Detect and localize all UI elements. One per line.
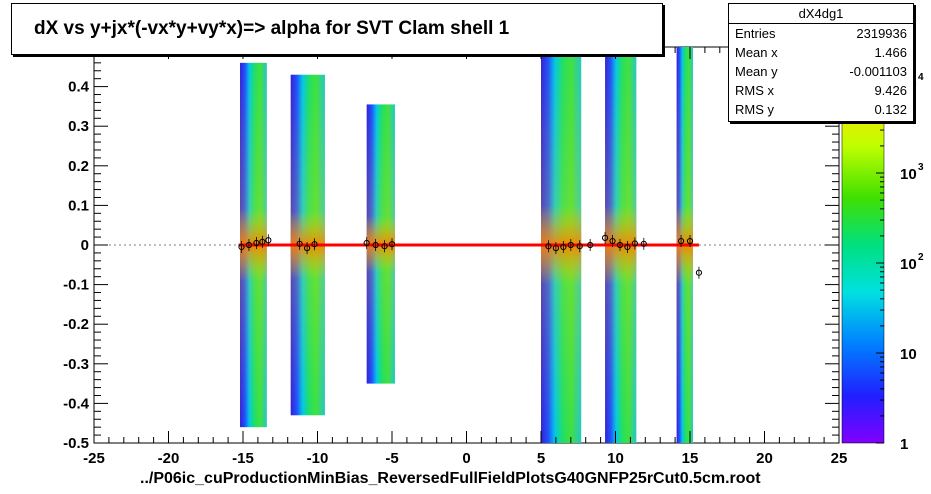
profile-point	[296, 240, 303, 247]
stats-key: RMS y	[735, 102, 774, 117]
profile-point	[259, 238, 266, 245]
y-tick-label: -0.1	[63, 277, 89, 294]
stats-value: 2319936	[856, 26, 907, 41]
profile-point	[686, 237, 694, 245]
profile-point	[238, 243, 245, 251]
profile-point	[677, 237, 685, 245]
stats-value: -0.001103	[849, 64, 907, 79]
y-tick-label: -0.3	[63, 356, 89, 373]
x-tick-label: -25	[83, 450, 105, 467]
z-tick-exponent: 3	[918, 162, 924, 173]
profile-point	[631, 240, 638, 247]
y-tick-label: 0.4	[68, 79, 90, 96]
profile-point	[640, 240, 647, 247]
profile-point	[624, 243, 631, 251]
stats-key: Mean y	[735, 64, 778, 79]
profile-point	[253, 239, 260, 247]
profile-point	[303, 245, 311, 252]
profile-point	[560, 243, 567, 251]
points-layer	[238, 231, 703, 279]
z-tick-exponent: 4	[918, 72, 924, 83]
profile-point	[616, 241, 624, 249]
stats-row-entries: Entries 2319936	[735, 24, 907, 43]
profile-point	[545, 243, 552, 250]
x-tick-label: 0	[462, 450, 470, 467]
y-tick-label: -0.2	[63, 316, 89, 333]
profile-point	[372, 241, 379, 249]
axes-layer: -25 -20 -15 -10 -5 0 5 10 15 20 25 -0.5 -0.4 -0.3 -0.2…	[63, 47, 847, 467]
stats-key: RMS x	[735, 83, 774, 98]
stats-value: 1.466	[874, 45, 907, 60]
profile-point	[552, 245, 560, 252]
profile-point	[388, 241, 396, 248]
stats-row-rms-y: RMS y 0.132	[735, 100, 907, 119]
z-tick-label: 1	[900, 436, 908, 453]
chart-title: dX vs y+jx*(-vx*y+vy*x)=> alpha for SVT …	[34, 18, 510, 39]
z-tick-label: 10	[900, 346, 917, 363]
stats-box: dX4dg1 Entries 2319936 Mean x 1.466 Mean…	[728, 3, 914, 122]
profile-point	[601, 234, 609, 241]
y-tick-label: 0.1	[68, 197, 89, 214]
profile-point	[609, 237, 616, 245]
profile-point	[695, 269, 703, 276]
title-box: dX vs y+jx*(-vx*y+vy*x)=> alpha for SVT …	[11, 3, 663, 55]
profile-point	[587, 241, 594, 249]
x-tick-label: -15	[232, 450, 254, 467]
profile-point	[381, 243, 388, 250]
x-tick-label: -5	[385, 450, 398, 467]
stats-value: 0.132	[874, 102, 907, 117]
profile-point	[363, 239, 370, 247]
y-tick-label: 0.2	[68, 158, 89, 175]
profile-point	[576, 243, 583, 250]
y-tick-label: -0.5	[63, 435, 89, 452]
profile-point	[567, 241, 574, 249]
stats-row-rms-x: RMS x 9.426	[735, 81, 907, 100]
y-tick-label: 0	[81, 237, 89, 254]
stats-row-mean-x: Mean x 1.466	[735, 43, 907, 62]
x-tick-label: 20	[756, 450, 773, 467]
stats-row-mean-y: Mean y -0.001103	[735, 62, 907, 81]
z-tick-label: 10	[900, 256, 917, 273]
x-tick-label: -10	[307, 450, 329, 467]
x-tick-label: -20	[158, 450, 180, 467]
z-tick-exponent: 2	[918, 252, 924, 263]
x-tick-label: 15	[682, 450, 699, 467]
z-tick-label: 10	[900, 166, 917, 183]
y-tick-label: 0.3	[68, 118, 89, 135]
profile-point	[245, 241, 253, 249]
x-tick-label: 10	[607, 450, 624, 467]
profile-point	[311, 241, 318, 248]
footer-filename: ../P06ic_cuProductionMinBias_ReversedFul…	[140, 470, 761, 487]
y-tick-label: -0.4	[63, 395, 90, 412]
stats-title: dX4dg1	[729, 4, 913, 24]
stats-key: Mean x	[735, 45, 778, 60]
stats-key: Entries	[735, 26, 776, 41]
stats-value: 9.426	[874, 83, 907, 98]
x-tick-label: 5	[537, 450, 545, 467]
x-tick-label: 25	[831, 450, 848, 467]
profile-point	[265, 237, 272, 244]
